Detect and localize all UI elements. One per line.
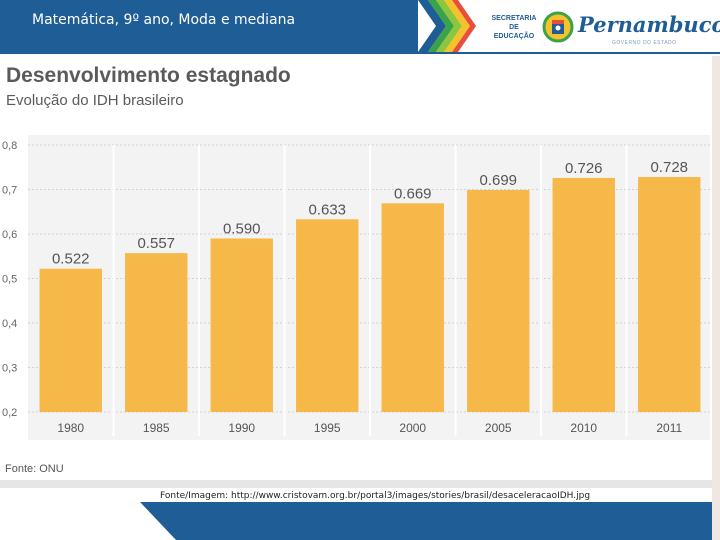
chart-source: Fonte: ONU <box>5 463 64 475</box>
x-tick-label: 2005 <box>485 421 512 435</box>
data-label: 0.522 <box>52 251 90 268</box>
image-credit: Fonte/Imagem: http://www.cristovam.org.b… <box>160 491 591 501</box>
idh-bar-chart: 0.522 0.557 0.590 0.633 0.669 0.699 0.726 0.728… <box>2 135 712 440</box>
data-label: 0.633 <box>308 201 346 218</box>
x-tick-label: 1980 <box>57 421 84 435</box>
value-labels: 0.522 0.557 0.590 0.633 0.669 0.699 0.726 0.728 <box>52 159 688 268</box>
y-tick-label: 0,2 <box>2 407 17 419</box>
y-tick-label: 0,4 <box>2 318 17 330</box>
x-tick-label: 1995 <box>314 421 341 435</box>
bar <box>381 203 444 412</box>
bar <box>638 177 701 412</box>
state-tagline: GOVERNO DO ESTADO <box>612 40 677 46</box>
footer-banner <box>140 502 712 540</box>
x-tick-label: 1985 <box>143 421 170 435</box>
chart-subtitle: Evolução do IDH brasileiro <box>6 92 184 109</box>
data-label: 0.699 <box>479 172 517 189</box>
x-tick-label: 1990 <box>228 421 255 435</box>
bar <box>296 219 359 412</box>
y-tick-label: 0,7 <box>2 185 17 197</box>
bar <box>39 268 102 412</box>
bars <box>39 177 701 412</box>
data-label: 0.669 <box>394 185 432 202</box>
data-label: 0.590 <box>223 220 261 237</box>
header: Matemática, 9º ano, Moda e mediana SECRE… <box>0 0 720 54</box>
data-label: 0.728 <box>650 159 688 176</box>
x-tick-label: 2000 <box>399 421 426 435</box>
header-title-bar: Matemática, 9º ano, Moda e mediana <box>0 0 418 52</box>
bar <box>552 177 615 412</box>
x-tick-label: 2011 <box>656 421 682 435</box>
x-tick-label: 2010 <box>570 421 597 435</box>
slide-edge-decoration <box>712 56 720 540</box>
y-tick-label: 0,6 <box>2 229 17 241</box>
data-label: 0.557 <box>137 235 175 252</box>
y-tick-label: 0,5 <box>2 274 17 286</box>
state-logo-text: Pernambuco <box>578 12 720 37</box>
y-tick-label: 0,8 <box>2 140 17 152</box>
y-tick-labels: 0,8 0,7 0,6 0,5 0,4 0,3 0,2 <box>2 140 17 419</box>
decorative-stripes-icon <box>418 0 476 52</box>
data-label: 0.726 <box>565 160 603 177</box>
source-divider <box>0 480 712 488</box>
state-seal-icon <box>542 11 574 43</box>
bar <box>467 189 530 412</box>
y-tick-label: 0,3 <box>2 363 17 375</box>
header-rule <box>0 52 720 54</box>
chart-title: Desenvolvimento estagnado <box>6 64 291 87</box>
bar <box>210 238 273 412</box>
x-tick-labels: 1980 1985 1990 1995 2000 2005 2010 2011 <box>57 421 682 435</box>
bar <box>125 253 188 412</box>
page-title: Matemática, 9º ano, Moda e mediana <box>32 12 296 28</box>
secretaria-logo-text: SECRETARIA DE EDUCAÇÃO <box>491 15 537 40</box>
